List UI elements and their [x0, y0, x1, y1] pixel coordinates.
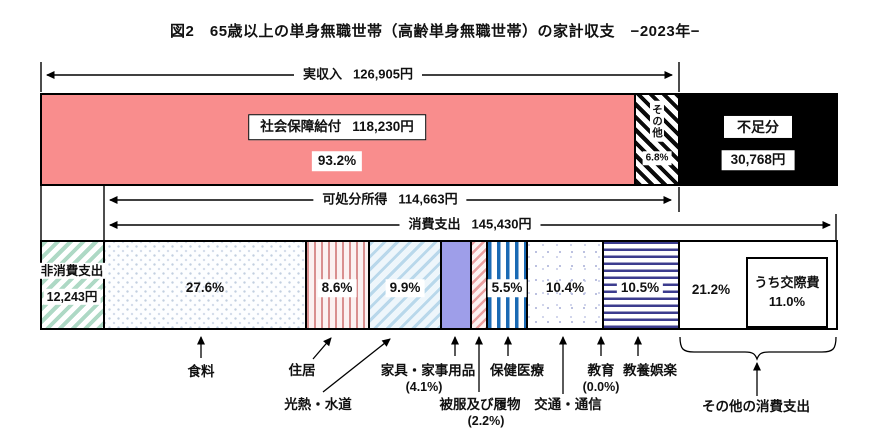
disposable-income-label: 可処分所得 114,663円 [313, 191, 467, 208]
other-expenditure-brace [679, 336, 837, 361]
other-expenditure-percent: 21.2% [691, 282, 731, 298]
social-expenses-label: うち交際費 [754, 274, 820, 290]
expenditure-label-text: 消費支出 [408, 216, 461, 232]
social-security-percent: 93.2% [311, 151, 363, 171]
social-security-value-text: 118,230円 [352, 119, 414, 135]
clothing-category-percent: (2.2%) [467, 414, 505, 428]
food-segment [103, 240, 307, 330]
education-category-percent: (0.0%) [582, 380, 620, 394]
income-value-text: 126,905円 [353, 66, 414, 82]
housing-pointer-arrow [312, 337, 332, 360]
health-category-label: 保健医療 [490, 363, 544, 378]
transport-percent: 10.4% [545, 280, 585, 296]
furniture-segment [440, 240, 472, 330]
disposable-value-text: 114,663円 [398, 191, 458, 207]
social-expenses-note-box: うち交際費 11.0% [746, 257, 828, 328]
income-label-text: 実収入 [302, 66, 343, 82]
income-total-label: 実収入 126,905円 [293, 66, 423, 83]
housing-percent: 8.6% [317, 279, 357, 297]
education-category-label: 教育 [587, 363, 615, 378]
social-expenses-percent: 11.0% [768, 293, 806, 309]
chart-title: 図2 65歳以上の単身無職世帯（高齢単身無職世帯）の家計収支 −2023年− [170, 23, 700, 40]
furniture-category-label: 家具・家事用品 [380, 363, 476, 378]
disposable-label-text: 可処分所得 [322, 191, 388, 207]
non-consumption-label: 非消費支出 [38, 262, 106, 280]
housing-category-label: 住居 [288, 363, 316, 378]
utilities-category-label: 光熱・水道 [284, 397, 352, 412]
social-security-label-text: 社会保障給付 [260, 119, 342, 135]
food-category-label: 食料 [187, 364, 215, 379]
deficit-label: 不足分 [724, 115, 792, 139]
utilities-percent: 9.9% [385, 279, 425, 297]
recreation-percent: 10.5% [616, 279, 664, 297]
deficit-bar-segment [678, 93, 838, 186]
health-percent: 5.5% [487, 279, 527, 297]
non-consumption-segment [40, 240, 105, 330]
other-income-label: その他 [649, 100, 665, 142]
other-income-percent: 6.8% [642, 151, 672, 165]
furniture-category-percent: (4.1%) [405, 380, 443, 394]
transport-category-label: 交通・通信 [534, 397, 602, 412]
social-security-label: 社会保障給付 118,230円 [248, 114, 426, 140]
non-consumption-value: 12,243円 [43, 288, 101, 306]
deficit-value: 30,768円 [721, 150, 795, 170]
expenditure-value-text: 145,430円 [471, 216, 532, 232]
food-percent: 27.6% [185, 280, 225, 296]
recreation-category-label: 教養娯楽 [623, 363, 677, 378]
transport-segment [526, 240, 604, 330]
expenditure-total-label: 消費支出 145,430円 [399, 216, 541, 233]
clothing-category-label: 被服及び履物 [439, 397, 521, 412]
other-expenditure-category-label: その他の消費支出 [702, 399, 810, 414]
